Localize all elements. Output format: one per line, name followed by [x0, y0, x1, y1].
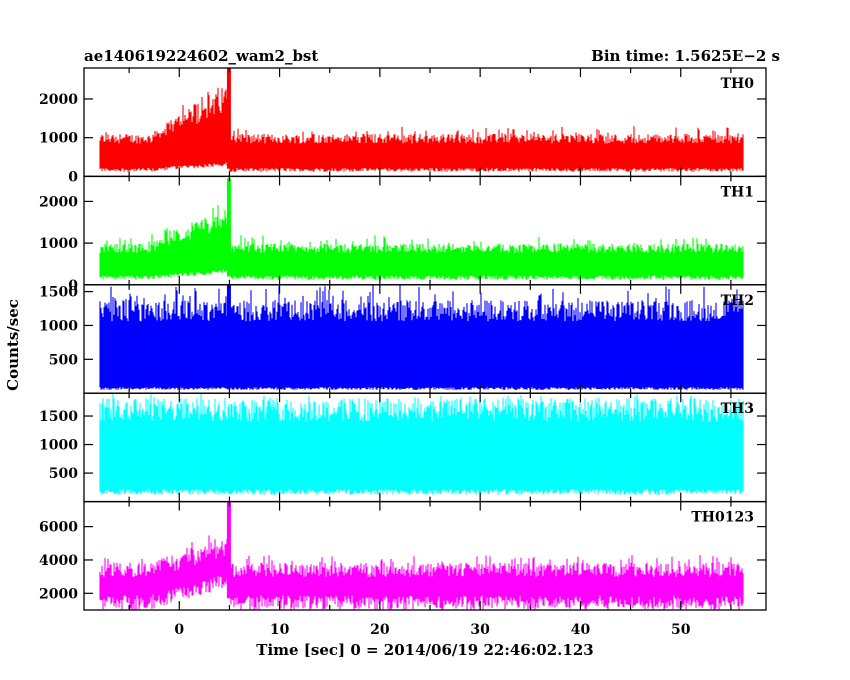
- y-tick-label: 2000: [39, 586, 78, 602]
- y-tick-label: 1000: [39, 438, 78, 454]
- y-tick-label: 6000: [39, 520, 78, 536]
- spike-th0: [226, 68, 231, 169]
- panels-group: 010002000TH0010002000TH150010001500TH250…: [39, 67, 767, 638]
- x-tick-label: 40: [571, 622, 591, 638]
- panel-label-th1: TH1: [721, 184, 754, 200]
- y-tick-label: 1000: [39, 318, 78, 334]
- y-tick-label: 2000: [39, 194, 78, 210]
- panel-frame-th0123: [83, 500, 767, 611]
- spike-th2: [226, 284, 231, 388]
- trace-th2: [99, 285, 744, 390]
- trace-th3: [99, 393, 744, 495]
- trace-th1: [99, 205, 744, 280]
- trace-th0123: [99, 535, 744, 610]
- y-tick-label: 500: [49, 466, 78, 482]
- panel-label-th2: TH2: [721, 293, 754, 309]
- y-tick-label: 500: [49, 352, 78, 368]
- x-tick-label: 10: [270, 622, 290, 638]
- trace-th0: [99, 84, 744, 172]
- x-tick-label: 0: [174, 622, 184, 638]
- panel-label-th0123: TH0123: [691, 510, 754, 526]
- spike-th0123: [226, 501, 231, 599]
- panel-label-th3: TH3: [721, 401, 754, 417]
- x-axis-label: Time [sec] 0 = 2014/06/19 22:46:02.123: [256, 641, 593, 659]
- header-right-text: Bin time: 1.5625E−2 s: [591, 47, 780, 65]
- y-tick-label: 1000: [39, 131, 78, 147]
- y-tick-label: 1500: [39, 285, 78, 301]
- y-tick-label: 0: [68, 169, 78, 185]
- y-axis-label: Counts/sec: [4, 299, 22, 391]
- y-tick-label: 1500: [39, 409, 78, 425]
- header-left-text: ae140619224602_wam2_bst: [84, 47, 318, 65]
- x-tick-label: 20: [370, 622, 390, 638]
- y-tick-label: 4000: [39, 553, 78, 569]
- y-tick-label: 0: [68, 278, 78, 294]
- x-tick-label: 30: [470, 622, 490, 638]
- x-tick-label: 50: [671, 622, 691, 638]
- y-tick-label: 2000: [39, 92, 78, 108]
- spike-th1: [226, 178, 231, 277]
- y-tick-label: 1000: [39, 236, 78, 252]
- panel-label-th0: TH0: [721, 76, 755, 92]
